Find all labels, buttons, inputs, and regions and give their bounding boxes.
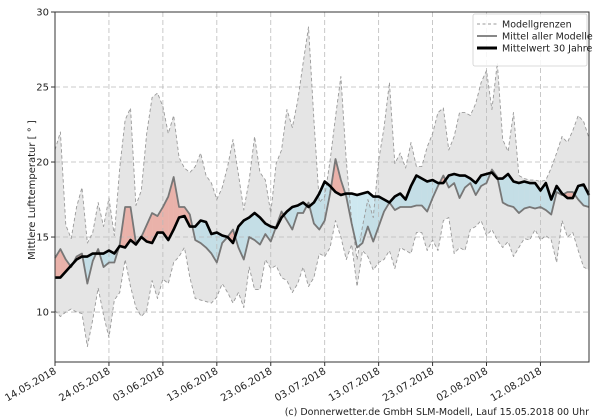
below-normal-fill bbox=[518, 181, 525, 214]
below-normal-fill bbox=[259, 217, 266, 245]
y-axis-label: Mittlere Lufttemperatur [ ° ] bbox=[27, 120, 38, 260]
below-normal-fill bbox=[357, 193, 363, 248]
below-normal-fill bbox=[286, 207, 293, 230]
x-tick-label: 13.06.2018 bbox=[165, 366, 220, 404]
x-tick-label: 24.05.2018 bbox=[57, 366, 112, 404]
model-range-area bbox=[55, 27, 589, 347]
below-normal-fill bbox=[529, 183, 536, 209]
plot-frame bbox=[54, 11, 590, 363]
legend-box bbox=[472, 13, 588, 67]
below-normal-fill bbox=[373, 196, 379, 242]
below-normal-fill bbox=[583, 184, 589, 208]
below-normal-fill bbox=[513, 181, 519, 214]
above-normal-fill bbox=[179, 207, 185, 218]
below-normal-fill bbox=[508, 174, 514, 208]
model-mean-line bbox=[54, 158, 590, 285]
y-tick-label: 30 bbox=[36, 8, 49, 19]
below-normal-fill bbox=[416, 175, 422, 206]
y-tick-label: 10 bbox=[36, 308, 49, 319]
below-normal-fill bbox=[243, 217, 250, 260]
legend-label-model-mean: Mittel aller Modelle bbox=[502, 32, 593, 43]
legend-label-climate-mean: Mittelwert 30 Jahre bbox=[502, 44, 592, 55]
x-tick-label: 03.07.2018 bbox=[273, 366, 328, 404]
x-tick-label: 23.07.2018 bbox=[381, 366, 436, 404]
below-normal-fill bbox=[265, 223, 271, 242]
x-tick-label: 14.05.2018 bbox=[3, 366, 58, 404]
below-normal-fill bbox=[411, 175, 417, 208]
below-normal-fill bbox=[502, 174, 509, 206]
below-normal-fill bbox=[475, 175, 482, 196]
y-tick-label: 20 bbox=[36, 158, 49, 169]
legend-label-range: Modellgrenzen bbox=[502, 20, 572, 31]
above-normal-fill bbox=[152, 213, 158, 244]
x-tick-label: 12.08.2018 bbox=[489, 366, 544, 404]
below-normal-fill bbox=[249, 213, 255, 241]
lower-bound-line bbox=[54, 217, 590, 347]
below-normal-fill bbox=[448, 174, 455, 188]
footer-credit: (c) Donnerwetter.de GmbH SLM-Modell, Lau… bbox=[285, 407, 589, 418]
below-normal-fill bbox=[200, 220, 207, 248]
above-normal-fill bbox=[60, 249, 66, 278]
above-normal-fill bbox=[146, 213, 153, 244]
x-tick-label: 23.06.2018 bbox=[219, 366, 274, 404]
y-tick-label: 15 bbox=[36, 233, 49, 244]
below-normal-fill bbox=[524, 181, 530, 209]
below-normal-fill bbox=[421, 178, 428, 212]
x-tick-label: 03.06.2018 bbox=[111, 366, 166, 404]
legend: Modellgrenzen Mittel aller Modelle Mitte… bbox=[472, 13, 593, 67]
below-normal-fill bbox=[351, 193, 358, 248]
above-normal-fill bbox=[162, 196, 169, 241]
below-normal-fill bbox=[206, 222, 212, 254]
above-normal-fill bbox=[173, 177, 180, 230]
y-tick-label: 25 bbox=[36, 83, 49, 94]
above-normal-fill bbox=[157, 207, 163, 233]
x-tick-label: 13.07.2018 bbox=[327, 366, 382, 404]
climate-mean-line bbox=[55, 171, 591, 279]
lines-layer bbox=[54, 26, 591, 347]
below-normal-fill bbox=[394, 193, 401, 211]
above-normal-fill bbox=[335, 159, 341, 196]
x-tick-label: 02.08.2018 bbox=[435, 366, 490, 404]
above-normal-fill bbox=[567, 192, 573, 199]
below-normal-fill bbox=[459, 175, 465, 199]
below-normal-fill bbox=[427, 180, 433, 212]
below-normal-fill bbox=[378, 196, 385, 227]
upper-bound-line bbox=[54, 26, 590, 260]
